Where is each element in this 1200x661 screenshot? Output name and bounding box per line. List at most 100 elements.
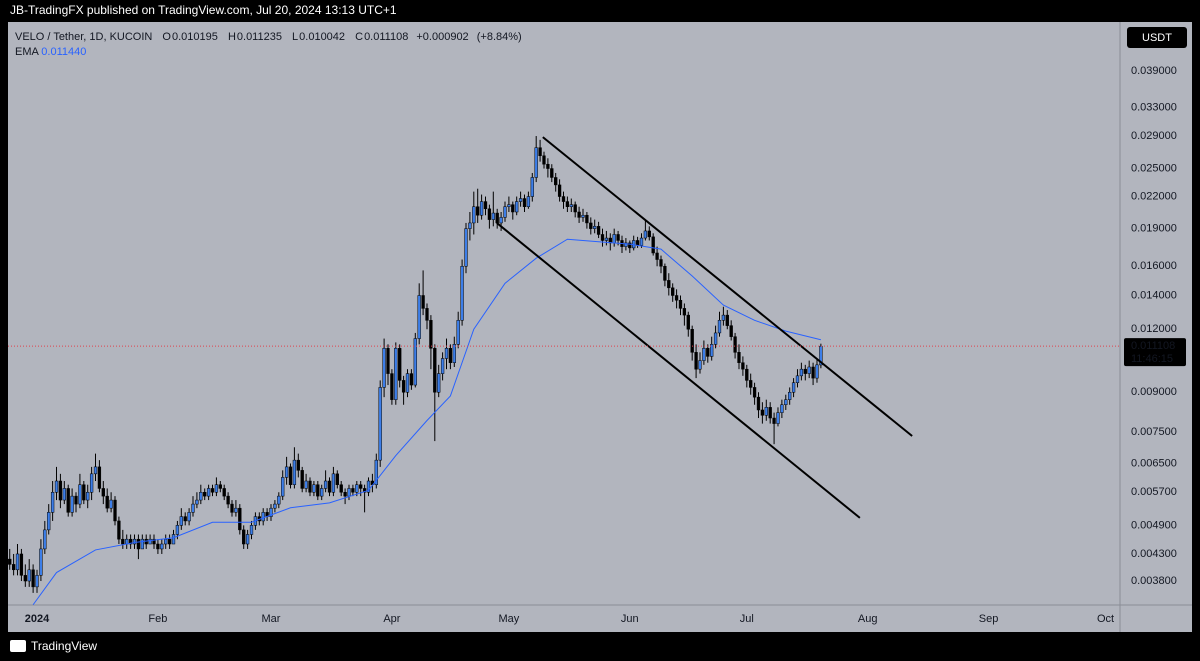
candle-body [136,538,141,550]
candle-body [671,287,675,296]
candle-body [39,548,43,576]
candle-body [11,564,16,571]
x-tick-label: Sep [979,613,999,625]
currency[interactable]: USDT [1142,32,1172,44]
candle-body [203,492,207,497]
candle-body [706,348,710,357]
candle-body [273,503,277,509]
ohlc-label: O [162,31,171,43]
candle-body [561,196,566,202]
candle-body [125,538,129,545]
candle-body [557,184,562,197]
candle-body [54,480,59,493]
candle-body [160,543,164,550]
candle-body [710,344,714,357]
candle-body [526,196,531,207]
candle-body [444,348,449,359]
candle-body [179,516,183,526]
candle-body [795,375,800,383]
publish-info: JB-TradingFX published on TradingView.co… [10,3,397,17]
candle-body [573,204,577,213]
candle-body [721,314,726,321]
candle-body [199,492,203,501]
plot-area [8,136,1120,606]
candle-body [647,230,651,238]
candle-body [698,360,702,370]
candle-body [70,495,74,513]
candle-body [343,492,347,497]
candle-body [725,314,729,326]
symbol-legend: VELO / Tether, 1D, KUCOIN O0.010195 H0.0… [15,31,522,43]
candle-body [206,488,211,497]
y-tick-label: 0.029000 [1131,130,1177,142]
candle-body [464,228,468,267]
candle-body [530,177,534,197]
candle-body [772,417,776,424]
candle-body [409,373,414,386]
candle-body [327,480,332,493]
candle-body [167,538,172,545]
candle-body [277,495,281,505]
ohlc-value: 0.010195 [172,31,218,43]
candle-body [140,538,144,550]
candle-body [300,470,304,489]
ohlc-value: 0.010042 [299,31,345,43]
candle-body [425,308,429,321]
currency-button[interactable] [1127,27,1187,48]
candle-body [128,538,133,545]
candle-body [101,488,105,497]
candle-body [292,459,297,485]
candle-body [351,488,355,493]
change: +0.000902 [416,31,468,43]
chart-panel [8,22,1192,632]
x-tick-label: May [499,613,520,625]
candle-body [43,529,47,550]
candle-body [320,488,324,497]
candle-body [468,222,472,229]
y-tick-label: 0.004300 [1131,548,1177,560]
candle-body [554,177,558,186]
candle-body [733,336,737,353]
x-tick-label: Aug [858,613,878,625]
candle-body [58,480,63,501]
candle-body [682,308,687,316]
candle-body [491,212,495,220]
candle-body [35,575,39,588]
candle-body [366,480,371,493]
x-tick-label: 2024 [25,613,50,625]
x-tick-label: Oct [1097,613,1114,625]
candle-body [780,404,784,413]
x-tick-label: Feb [148,613,167,625]
candle-body [593,226,597,229]
y-tick-label: 0.025000 [1131,162,1177,174]
candle-body [799,368,804,377]
candle-body [628,242,632,249]
x-tick-label: Jul [740,613,754,625]
candle-body [210,488,215,493]
candle-body [152,538,156,545]
y-tick-label: 0.022000 [1131,190,1177,202]
candle-body [382,348,386,388]
candle-body [472,206,476,224]
brand-logo [10,640,26,652]
candle-body [624,242,628,247]
candle-body [674,295,679,301]
last-price-label: 0.011108 [1131,340,1175,352]
candle-body [503,206,507,218]
candle-body [374,459,378,485]
ohlc-value: 0.011108 [364,31,408,43]
candle-body [776,412,780,424]
candle-body [132,538,137,545]
candle-body [105,495,109,509]
candle-body [476,206,480,216]
candle-body [62,488,66,501]
y-tick-label: 0.016000 [1131,260,1177,272]
candle-body [456,320,460,345]
candle-body [752,387,757,398]
candle-body [50,492,55,513]
candle-body [214,484,219,493]
candle-body [359,484,363,489]
candle-body [811,366,815,379]
candle-body [234,507,238,513]
candle-body [27,569,31,582]
